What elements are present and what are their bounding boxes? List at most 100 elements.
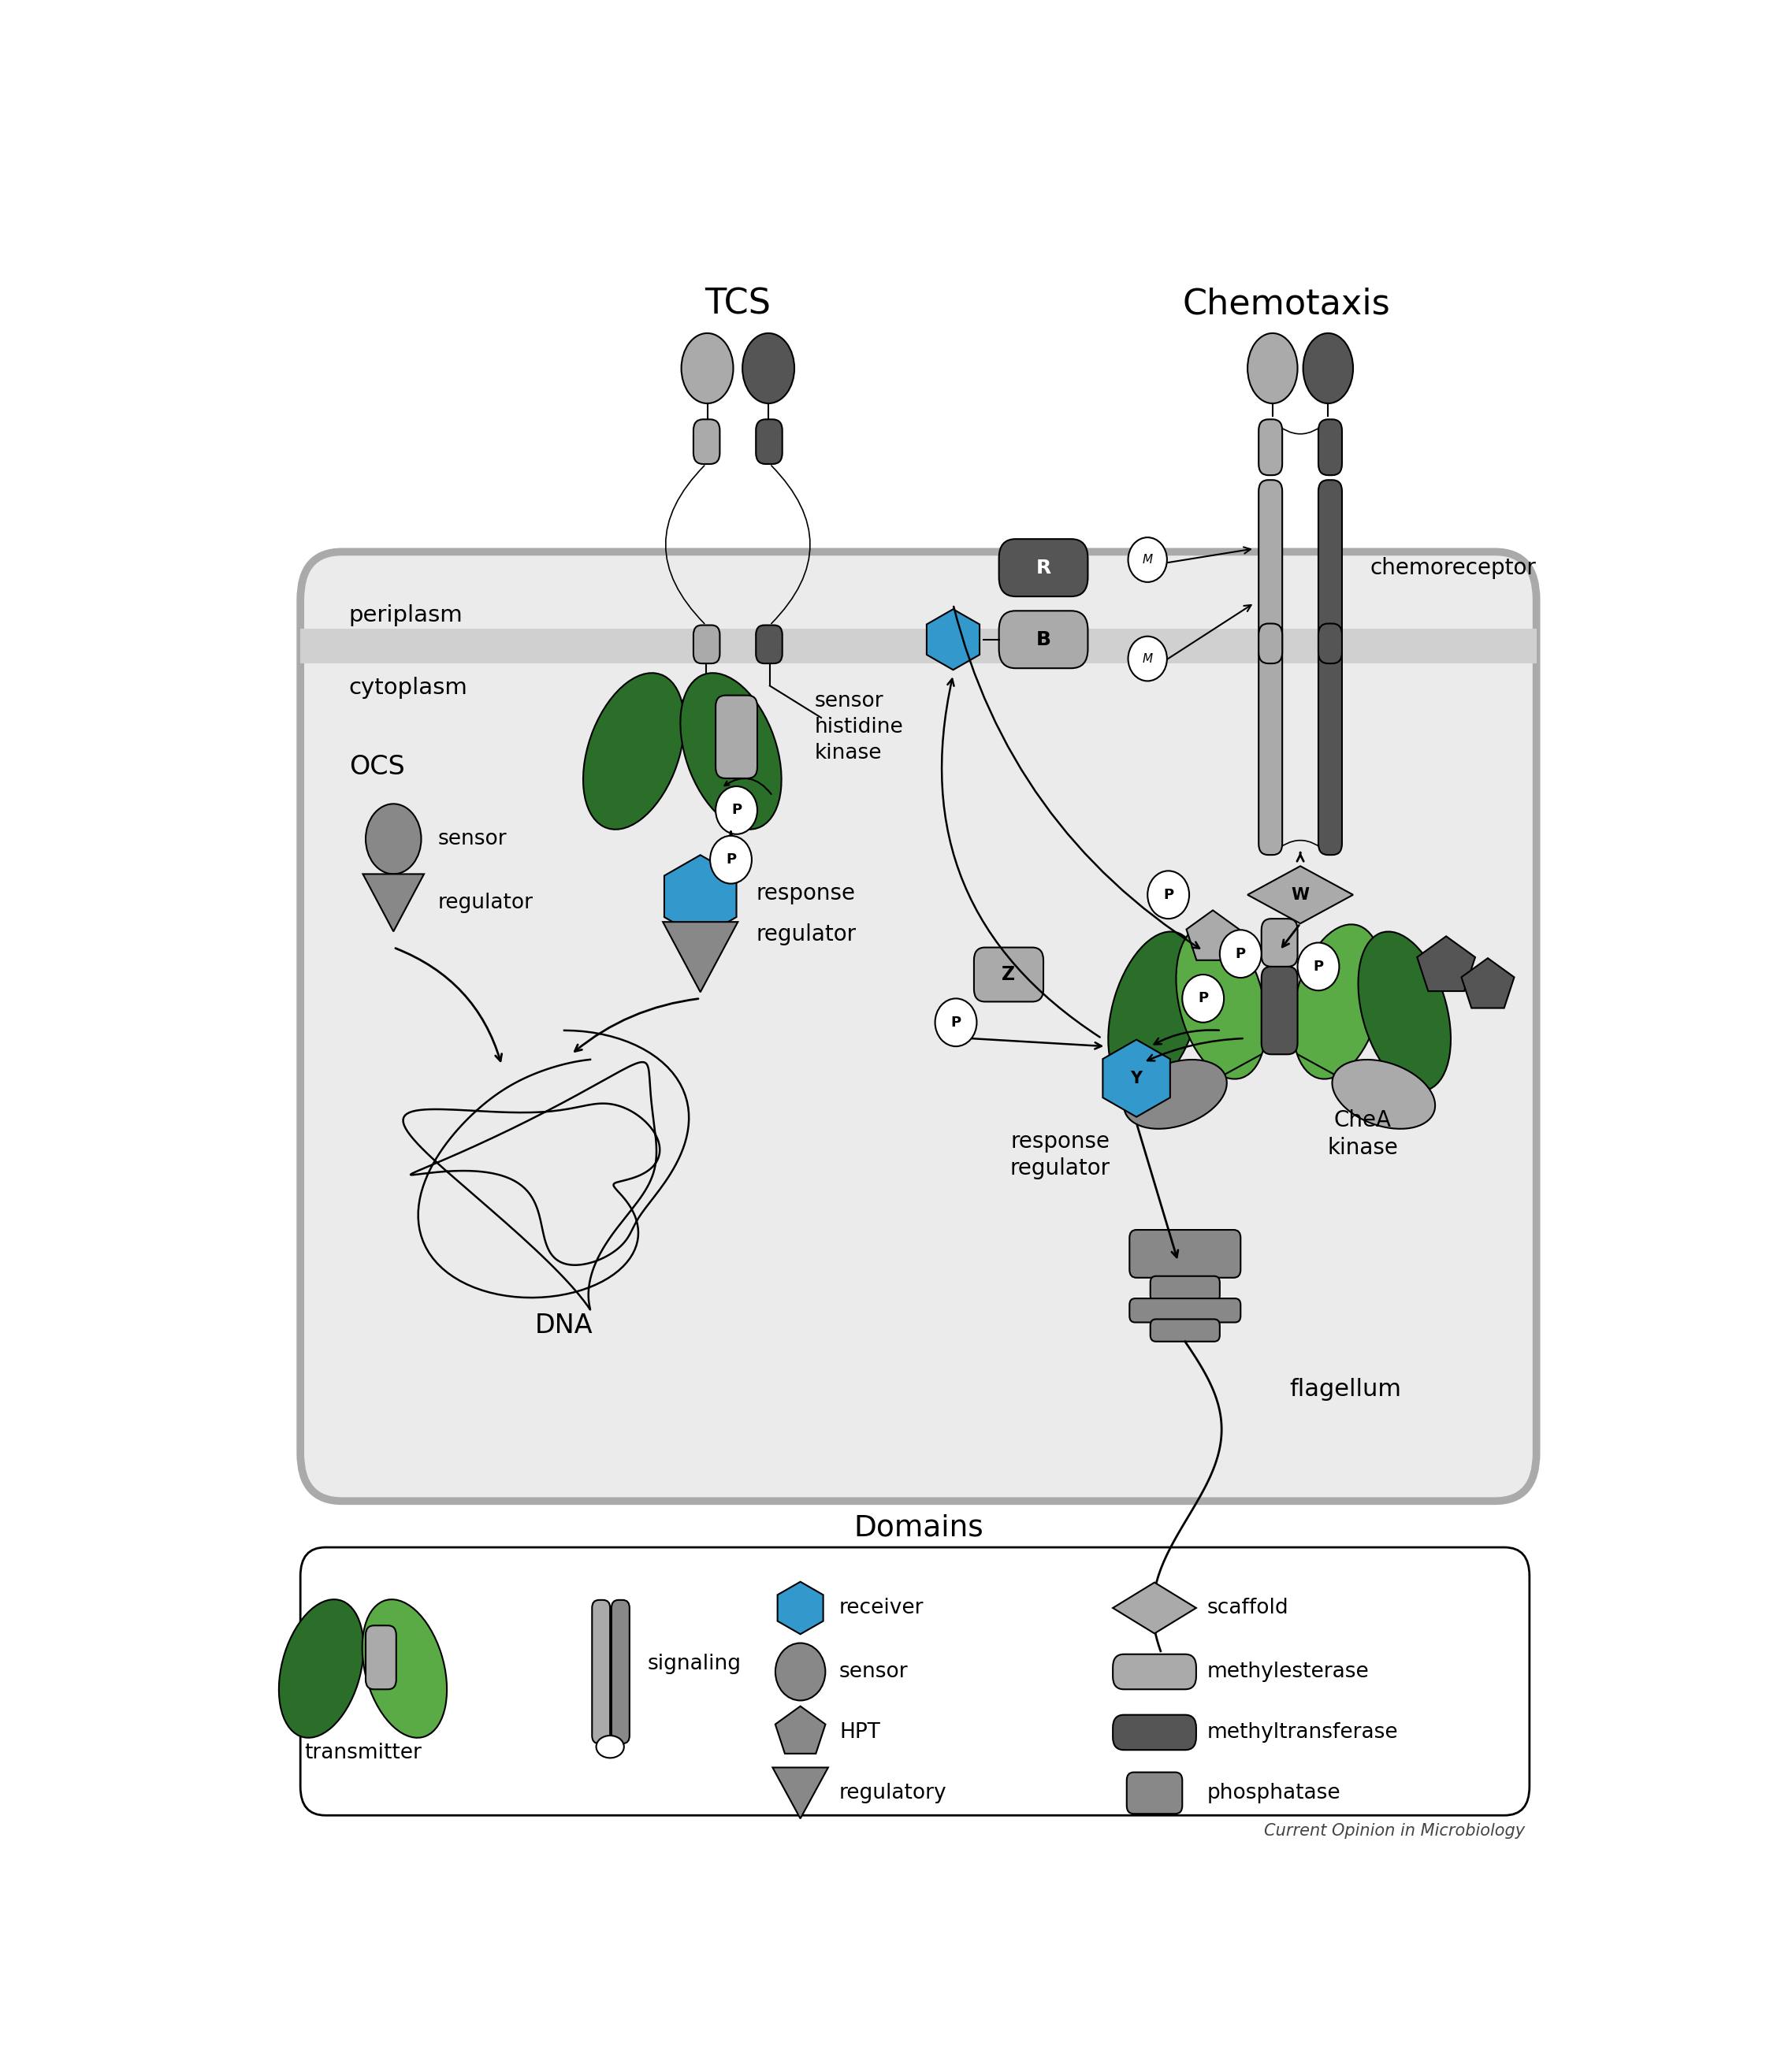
Ellipse shape [1176,924,1267,1080]
Text: Chemotaxis: Chemotaxis [1183,288,1391,321]
Text: P: P [1163,887,1174,901]
Text: sensor
histidine
kinase: sensor histidine kinase [814,692,903,762]
Text: sensor: sensor [839,1662,909,1682]
Ellipse shape [280,1600,364,1738]
FancyBboxPatch shape [756,419,783,464]
FancyBboxPatch shape [694,419,720,464]
Text: transmitter: transmitter [305,1743,421,1763]
Text: periplasm: periplasm [349,605,462,626]
Circle shape [1129,636,1167,682]
Ellipse shape [1292,924,1383,1080]
Text: response: response [756,883,855,903]
Circle shape [710,835,753,883]
Text: P: P [1314,959,1324,974]
FancyBboxPatch shape [366,1627,396,1689]
Polygon shape [1247,866,1353,924]
Ellipse shape [1124,1059,1228,1129]
Circle shape [715,785,758,835]
Text: Y: Y [1131,1071,1143,1086]
Polygon shape [1462,957,1514,1009]
FancyBboxPatch shape [1262,918,1297,966]
Text: P: P [1235,947,1245,961]
Text: regulator: regulator [756,924,857,945]
FancyBboxPatch shape [998,611,1088,669]
Text: P: P [731,804,742,816]
FancyBboxPatch shape [1258,419,1283,474]
Ellipse shape [1247,334,1297,404]
Text: sensor: sensor [437,829,507,850]
FancyBboxPatch shape [301,1548,1530,1815]
Text: HPT: HPT [839,1722,880,1743]
FancyBboxPatch shape [756,626,783,663]
Text: B: B [1036,630,1050,649]
Ellipse shape [1331,1059,1435,1129]
FancyBboxPatch shape [301,551,1536,1500]
FancyBboxPatch shape [1129,1231,1240,1278]
FancyBboxPatch shape [1258,624,1283,663]
Text: P: P [726,852,737,866]
Polygon shape [926,609,980,669]
FancyBboxPatch shape [1150,1276,1220,1301]
Polygon shape [665,856,737,939]
Text: OCS: OCS [349,754,405,781]
Text: cytoplasm: cytoplasm [349,675,468,698]
Text: M: M [1142,653,1152,665]
Text: response
regulator: response regulator [1011,1129,1111,1179]
FancyBboxPatch shape [591,1600,609,1743]
Polygon shape [772,1767,828,1819]
FancyBboxPatch shape [1113,1716,1197,1751]
FancyBboxPatch shape [1319,419,1342,474]
Polygon shape [778,1581,823,1635]
FancyBboxPatch shape [694,626,720,663]
Text: signaling: signaling [647,1653,742,1674]
Ellipse shape [681,334,733,404]
Polygon shape [1417,937,1475,990]
FancyBboxPatch shape [611,1600,629,1743]
Text: P: P [952,1015,961,1030]
Polygon shape [776,1705,826,1753]
Circle shape [935,999,977,1046]
FancyBboxPatch shape [1262,966,1297,1055]
Text: Z: Z [1002,966,1016,984]
Circle shape [1220,930,1262,978]
Text: DNA: DNA [536,1312,593,1339]
Ellipse shape [597,1736,624,1757]
Circle shape [1129,537,1167,582]
Text: regulator: regulator [437,893,534,914]
FancyBboxPatch shape [1319,624,1342,663]
FancyBboxPatch shape [1258,481,1283,856]
Text: Current Opinion in Microbiology: Current Opinion in Microbiology [1265,1823,1525,1840]
Ellipse shape [1303,334,1353,404]
Text: M: M [1142,553,1152,566]
Ellipse shape [362,1600,446,1738]
Text: receiver: receiver [839,1598,925,1618]
Polygon shape [1102,1040,1170,1117]
Text: scaffold: scaffold [1208,1598,1288,1618]
Text: flagellum: flagellum [1288,1378,1401,1401]
Text: regulatory: regulatory [839,1782,946,1803]
FancyBboxPatch shape [715,696,758,779]
Polygon shape [663,922,738,992]
Polygon shape [1113,1583,1197,1633]
Bar [301,628,1536,663]
Text: P: P [1197,990,1208,1005]
Polygon shape [362,874,425,932]
FancyBboxPatch shape [975,947,1043,1001]
Circle shape [1147,870,1190,918]
Text: phosphatase: phosphatase [1208,1782,1340,1803]
Ellipse shape [1358,932,1452,1092]
Text: methylesterase: methylesterase [1208,1662,1369,1682]
Ellipse shape [681,673,781,829]
Text: chemoreceptor: chemoreceptor [1369,557,1536,578]
FancyBboxPatch shape [1319,481,1342,856]
Ellipse shape [1107,932,1201,1092]
Text: TCS: TCS [704,288,771,321]
FancyBboxPatch shape [1129,1299,1240,1322]
Ellipse shape [776,1643,826,1701]
FancyBboxPatch shape [1127,1772,1183,1813]
Circle shape [1297,943,1339,990]
Text: methyltransferase: methyltransferase [1208,1722,1398,1743]
Text: CheA
kinase: CheA kinase [1328,1109,1398,1158]
Ellipse shape [366,804,421,874]
Polygon shape [1186,910,1240,959]
